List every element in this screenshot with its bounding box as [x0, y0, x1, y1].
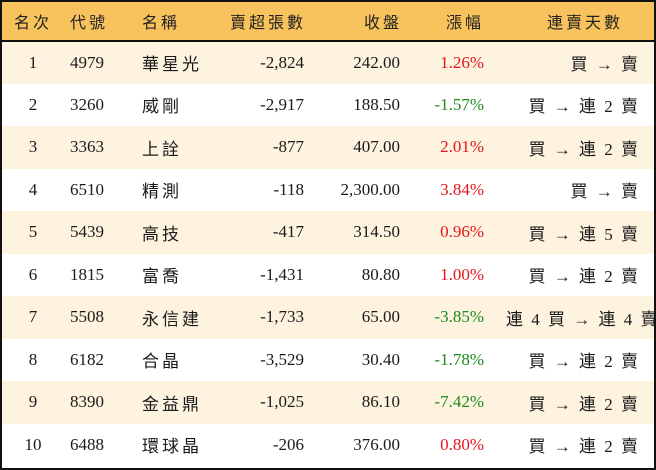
cell-change: 1.00% — [440, 264, 484, 284]
cell-rank: 1 — [28, 52, 38, 72]
cell-net-sell: -2,917 — [260, 94, 304, 114]
cell-code: 5439 — [70, 222, 104, 242]
cell-name: 合晶 — [142, 352, 182, 372]
cell-change: -7.42% — [434, 392, 484, 412]
cell-net-sell: -118 — [273, 179, 304, 199]
table-row: 10 6488 環球晶 -206 376.00 0.80% 買 → 連 2 賣 — [2, 423, 654, 466]
header-streak: 連賣天數 — [506, 2, 654, 42]
cell-change: 1.26% — [440, 52, 484, 72]
cell-name: 富喬 — [142, 267, 182, 287]
cell-code: 6510 — [70, 179, 104, 199]
cell-close: 65.00 — [361, 307, 400, 327]
cell-code: 3260 — [70, 94, 104, 114]
cell-streak: 買 → 賣 — [570, 182, 640, 202]
cell-change: -1.57% — [434, 94, 484, 114]
cell-name: 華星光 — [142, 55, 202, 75]
cell-name: 精測 — [142, 182, 182, 202]
cell-streak: 買 → 連 5 賣 — [528, 224, 640, 244]
table-row: 5 5439 高技 -417 314.50 0.96% 買 → 連 5 賣 — [2, 211, 654, 254]
cell-streak: 買 → 連 2 賣 — [528, 352, 640, 372]
table-row: 9 8390 金益鼎 -1,025 86.10 -7.42% 買 → 連 2 賣 — [2, 381, 654, 424]
cell-streak: 連 4 買 → 連 4 賣 — [506, 309, 656, 329]
cell-close: 80.80 — [361, 264, 400, 284]
cell-net-sell: -1,431 — [260, 264, 304, 284]
cell-rank: 2 — [28, 94, 38, 114]
header-code: 代號 — [64, 2, 132, 42]
table-row: 6 1815 富喬 -1,431 80.80 1.00% 買 → 連 2 賣 — [2, 253, 654, 296]
cell-name: 威剛 — [142, 97, 182, 117]
cell-net-sell: -206 — [272, 434, 304, 454]
cell-close: 314.50 — [353, 222, 400, 242]
cell-code: 3363 — [70, 137, 104, 157]
header-name: 名稱 — [132, 2, 220, 42]
cell-rank: 7 — [28, 307, 38, 327]
table-row: 1 4979 華星光 -2,824 242.00 1.26% 買 → 賣 — [2, 41, 654, 84]
cell-streak: 買 → 連 2 賣 — [528, 139, 640, 159]
cell-streak: 買 → 連 2 賣 — [528, 267, 640, 287]
cell-rank: 5 — [28, 222, 38, 242]
cell-code: 5508 — [70, 307, 104, 327]
table-header-row: 名次 代號 名稱 賣超張數 收盤 漲幅 連賣天數 — [2, 2, 654, 42]
cell-name: 高技 — [142, 224, 182, 244]
cell-close: 376.00 — [353, 434, 400, 454]
cell-net-sell: -1,733 — [260, 307, 304, 327]
cell-net-sell: -2,824 — [260, 52, 304, 72]
cell-close: 86.10 — [361, 392, 400, 412]
cell-rank: 8 — [28, 349, 38, 369]
cell-streak: 買 → 連 2 賣 — [528, 394, 640, 414]
header-net-sell: 賣超張數 — [220, 2, 310, 42]
cell-code: 6182 — [70, 349, 104, 369]
cell-change: 0.80% — [440, 434, 484, 454]
cell-close: 30.40 — [361, 349, 400, 369]
table-row: 7 5508 永信建 -1,733 65.00 -3.85% 連 4 買 → 連… — [2, 296, 656, 339]
cell-change: 0.96% — [440, 222, 484, 242]
cell-net-sell: -1,025 — [260, 392, 304, 412]
cell-streak: 買 → 連 2 賣 — [528, 437, 640, 457]
cell-streak: 買 → 連 2 賣 — [528, 97, 640, 117]
cell-net-sell: -3,529 — [260, 349, 304, 369]
cell-rank: 3 — [28, 137, 38, 157]
cell-close: 242.00 — [353, 52, 400, 72]
cell-close: 188.50 — [353, 94, 400, 114]
cell-change: 2.01% — [440, 137, 484, 157]
cell-code: 8390 — [70, 392, 104, 412]
cell-close: 407.00 — [353, 137, 400, 157]
cell-code: 6488 — [70, 434, 104, 454]
cell-close: 2,300.00 — [340, 179, 401, 199]
cell-change: -1.78% — [434, 349, 484, 369]
cell-net-sell: -417 — [272, 222, 304, 242]
cell-rank: 4 — [28, 179, 38, 199]
table-row: 8 6182 合晶 -3,529 30.40 -1.78% 買 → 連 2 賣 — [2, 338, 654, 381]
header-rank: 名次 — [2, 2, 64, 42]
cell-change: -3.85% — [434, 307, 484, 327]
cell-rank: 9 — [28, 392, 38, 412]
cell-name: 永信建 — [142, 309, 202, 329]
cell-streak: 買 → 賣 — [570, 55, 640, 75]
cell-code: 1815 — [70, 264, 104, 284]
cell-change: 3.84% — [440, 179, 484, 199]
header-change: 漲幅 — [406, 2, 506, 42]
header-close: 收盤 — [310, 2, 406, 42]
cell-name: 環球晶 — [142, 437, 202, 457]
cell-name: 金益鼎 — [142, 394, 202, 414]
cell-name: 上詮 — [142, 139, 182, 159]
table-row: 3 3363 上詮 -877 407.00 2.01% 買 → 連 2 賣 — [2, 126, 654, 169]
table-row: 4 6510 精測 -118 2,300.00 3.84% 買 → 賣 — [2, 168, 654, 211]
table-row: 2 3260 威剛 -2,917 188.50 -1.57% 買 → 連 2 賣 — [2, 83, 654, 126]
cell-net-sell: -877 — [272, 137, 304, 157]
cell-code: 4979 — [70, 52, 104, 72]
cell-rank: 6 — [28, 264, 38, 284]
cell-rank: 10 — [24, 434, 42, 454]
